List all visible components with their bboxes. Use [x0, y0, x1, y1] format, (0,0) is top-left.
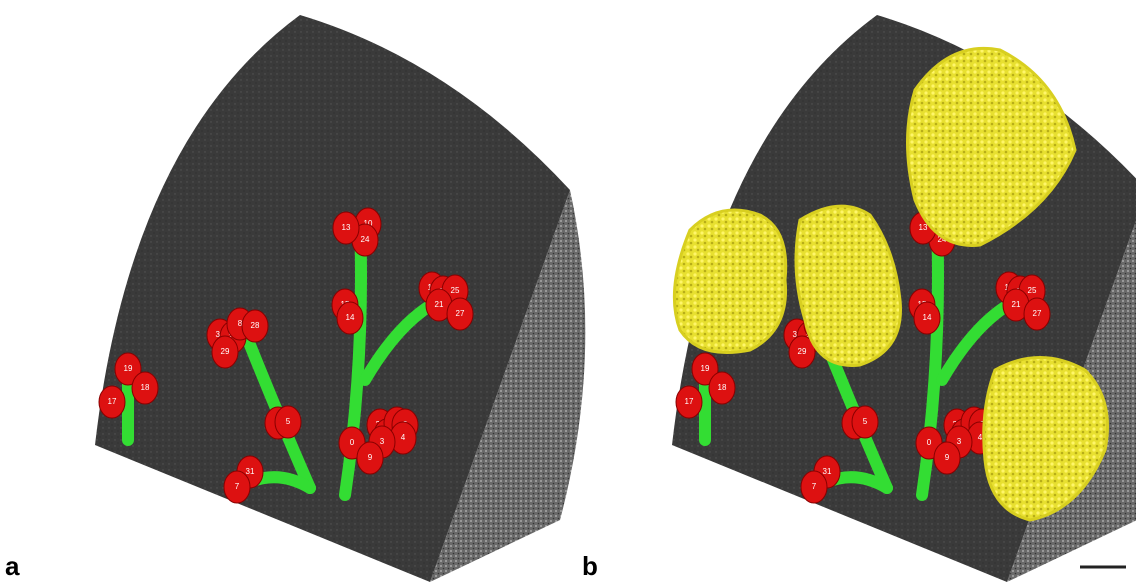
spine-label: 18 [718, 383, 727, 392]
spine-label: 5 [863, 417, 868, 426]
spine-label: 19 [124, 364, 133, 373]
spine-label: 4 [401, 433, 406, 442]
spine-label: 19 [701, 364, 710, 373]
spine-label: 9 [945, 453, 950, 462]
spine-label: 27 [456, 309, 465, 318]
spine-label: 31 [823, 467, 832, 476]
spine-label: 17 [685, 397, 694, 406]
spine-label: 28 [251, 321, 260, 330]
spine-label: 21 [1012, 300, 1021, 309]
spine-label: 24 [361, 235, 370, 244]
spine-label: 29 [221, 347, 230, 356]
yellow-region [674, 210, 785, 353]
spine-label: 3 [957, 437, 962, 446]
spine-label: 29 [798, 347, 807, 356]
spine-label: 14 [346, 313, 355, 322]
spine-label: 17 [108, 397, 117, 406]
spine-label: 4 [978, 433, 983, 442]
spine-label: 25 [1028, 286, 1037, 295]
spine-label: 3 [380, 437, 385, 446]
spine-label: 21 [435, 300, 444, 309]
spine-label: 7 [235, 482, 240, 491]
spine-label: 9 [368, 453, 373, 462]
spine-label: 14 [923, 313, 932, 322]
panel-label: a [5, 551, 20, 581]
spine-label: 27 [1033, 309, 1042, 318]
spine-label: 5 [286, 417, 291, 426]
spine-label: 31 [246, 467, 255, 476]
spine-label: 25 [451, 286, 460, 295]
figure: 1917183020298283176510241315141211252127… [0, 0, 1136, 585]
spine-label: 0 [350, 438, 355, 447]
spine-label: 18 [141, 383, 150, 392]
spine-label: 0 [927, 438, 932, 447]
spine-label: 13 [919, 223, 928, 232]
spine-label: 13 [342, 223, 351, 232]
spine-label: 7 [812, 482, 817, 491]
panel-label: b [582, 551, 598, 581]
panel: 1917183020298283176510241315141211252127… [5, 15, 585, 582]
